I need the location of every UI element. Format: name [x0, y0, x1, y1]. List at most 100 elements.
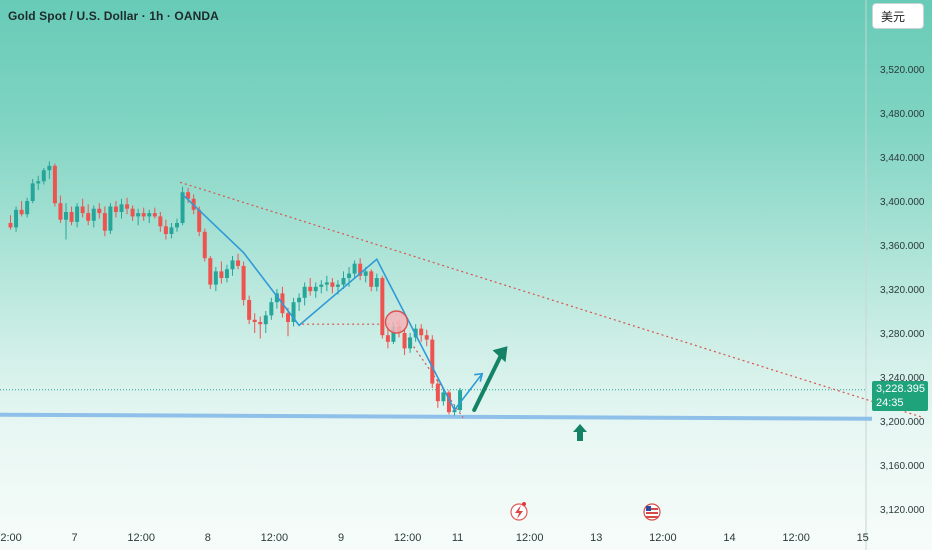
candle-body [8, 223, 13, 228]
x-tick-label: 15 [857, 532, 869, 544]
candle-body [247, 300, 252, 320]
candle-body [41, 170, 46, 182]
current-price-value: 3,228.395 [876, 383, 925, 395]
y-tick-label: 3,520.000 [880, 65, 925, 76]
candle-body [297, 297, 302, 303]
candle-body [163, 226, 168, 234]
candle-body [224, 269, 229, 278]
x-tick-label: 12:00 [782, 532, 810, 544]
candle-body [25, 201, 30, 215]
candle-body [197, 209, 202, 232]
y-tick-label: 3,200.000 [880, 417, 925, 428]
candle-body [408, 337, 413, 349]
candle-body [113, 206, 118, 212]
candle-body [302, 286, 307, 298]
candle-body [419, 328, 424, 336]
y-tick-label: 3,360.000 [880, 241, 925, 252]
x-tick-label: 11 [452, 532, 463, 544]
candle-body [91, 208, 96, 221]
candle-body [230, 260, 235, 270]
candle-body [435, 383, 440, 402]
candle-body [186, 192, 191, 199]
x-tick-label: 7 [72, 532, 78, 544]
y-tick-label: 3,160.000 [880, 461, 925, 472]
candle-body [341, 278, 346, 285]
candle-body [130, 208, 135, 217]
flag-stripe [646, 516, 658, 518]
candle-body [330, 282, 335, 287]
candle-body [213, 271, 218, 285]
x-tick-label: 8 [205, 532, 211, 544]
candle-body [69, 212, 74, 222]
candle-body [347, 273, 352, 278]
x-tick-label: 12:00 [261, 532, 289, 544]
candle-body [241, 265, 246, 300]
flag-canton [646, 506, 651, 511]
candle-body [380, 278, 385, 336]
chart-title: Gold Spot / U.S. Dollar · 1h · OANDA [8, 9, 219, 23]
candle-body [385, 335, 390, 342]
candle-body [236, 260, 241, 266]
support-line[interactable] [0, 412, 873, 421]
descending-trendline[interactable] [179, 181, 924, 419]
candle-body [141, 213, 146, 217]
candle-body [374, 278, 379, 287]
candle-body [430, 339, 435, 384]
candle-body [147, 213, 152, 217]
candle-body [86, 213, 91, 221]
y-tick-label: 3,280.000 [880, 329, 925, 340]
candle-body [119, 204, 124, 212]
x-tick-label: 9 [338, 532, 344, 544]
candle-body [369, 271, 374, 287]
currency-button[interactable]: 美元 [872, 3, 924, 29]
candle-body [158, 216, 163, 227]
y-tick-label: 3,120.000 [880, 505, 925, 516]
candle-body [274, 293, 279, 303]
candle-body [47, 165, 52, 171]
x-tick-label: 13 [590, 532, 602, 544]
y-tick-label: 3,400.000 [880, 197, 925, 208]
candle-body [175, 223, 179, 228]
lightning-bolt-icon [515, 505, 523, 519]
candle-body [80, 206, 85, 214]
x-tick-label: 14 [723, 532, 735, 544]
candle-body [19, 209, 24, 215]
candle-body [36, 181, 41, 184]
x-tick-label: 12:00 [649, 532, 677, 544]
bullish-arrow-head [492, 346, 508, 363]
y-tick-label: 3,240.000 [880, 373, 925, 384]
bullish-arrow-shaft[interactable] [472, 352, 504, 412]
candle-body [308, 286, 313, 292]
candle-body [358, 263, 363, 276]
candle-body [208, 258, 213, 285]
candle-body [402, 333, 407, 349]
candle-body [286, 313, 290, 322]
zigzag-pattern[interactable] [181, 193, 483, 412]
candle-body [352, 263, 357, 274]
candle-body [136, 213, 141, 217]
candle-body [319, 284, 324, 287]
candle-countdown: 24:35 [876, 397, 904, 409]
candle-body [258, 322, 263, 325]
candle-body [58, 203, 63, 220]
target-circle[interactable] [384, 310, 409, 334]
candle-body [391, 326, 396, 342]
candle-body [108, 206, 113, 231]
up-arrow-icon [573, 424, 587, 441]
x-tick-label: 12:00 [516, 532, 544, 544]
candle-body [219, 271, 224, 278]
candle-body [291, 302, 296, 322]
candle-body [441, 392, 446, 402]
candle-body [446, 392, 451, 413]
zigzag-arrowhead [474, 372, 484, 382]
candle-body [424, 335, 429, 340]
candle-body [52, 165, 57, 204]
event-dot-icon [522, 502, 526, 506]
candle-body [125, 204, 130, 209]
x-tick-label: 12:00 [0, 532, 22, 544]
candle-body [152, 213, 157, 217]
x-tick-label: 12:00 [127, 532, 155, 544]
candle-body [335, 284, 340, 287]
candle-body [313, 286, 318, 292]
